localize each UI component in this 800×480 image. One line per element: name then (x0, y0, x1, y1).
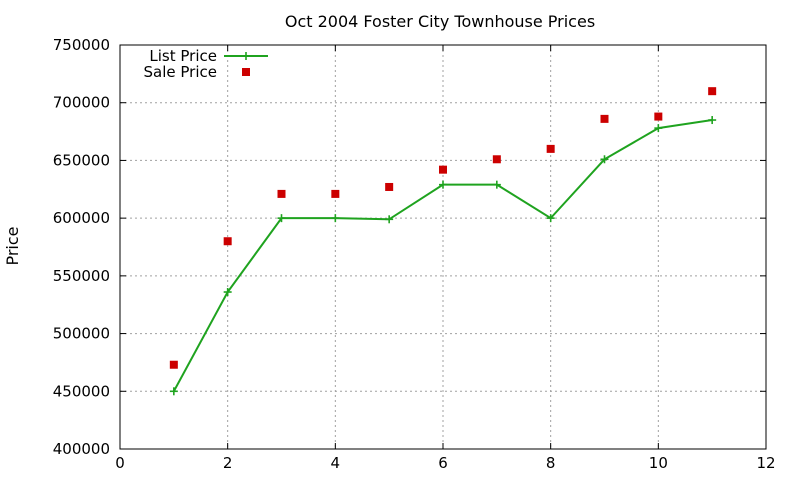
x-tick-label: 8 (546, 454, 556, 472)
data-point-sale-price (277, 189, 286, 198)
y-tick-label: 600000 (53, 209, 110, 227)
legend-swatch-sale-price (242, 68, 250, 76)
data-point-list-price (169, 387, 178, 396)
chart-title: Oct 2004 Foster City Townhouse Prices (285, 12, 595, 31)
data-point-sale-price (169, 360, 178, 369)
x-tick-label: 4 (331, 454, 341, 472)
y-tick-label: 400000 (53, 440, 110, 458)
grid (120, 45, 766, 449)
data-point-sale-price (385, 182, 394, 191)
data-point-list-price (654, 124, 663, 133)
data-point-sale-price (600, 114, 609, 123)
y-tick-label: 650000 (53, 151, 110, 169)
data-point-list-price (708, 116, 717, 125)
y-axis-label: Price (3, 226, 22, 265)
data-series (169, 87, 717, 396)
data-point-list-price (492, 180, 501, 189)
y-tick-label: 700000 (53, 94, 110, 112)
data-point-sale-price (546, 144, 555, 153)
data-point-sale-price (223, 237, 232, 246)
y-tick-label: 500000 (53, 325, 110, 343)
series-sale-price (169, 87, 717, 369)
x-tick-label: 10 (649, 454, 668, 472)
y-tick-label: 450000 (53, 382, 110, 400)
data-point-sale-price (654, 112, 663, 121)
data-point-list-price (331, 214, 340, 223)
x-tick-label: 0 (115, 454, 125, 472)
x-tick-label: 6 (438, 454, 448, 472)
legend-label-sale-price: Sale Price (144, 63, 217, 81)
data-point-list-price (439, 180, 447, 189)
axis-ticks: 0 2 4 6 8 10 12 400000 450000 500000 550000 600000 6… (53, 36, 776, 472)
data-point-sale-price (331, 189, 340, 198)
data-point-sale-price (439, 165, 447, 174)
x-tick-label: 2 (223, 454, 233, 472)
x-tick-label: 12 (756, 454, 775, 472)
data-point-list-price (546, 214, 555, 223)
y-tick-label: 750000 (53, 36, 110, 54)
legend-label-list-price: List Price (149, 47, 217, 65)
legend-marker-list-price (242, 52, 250, 60)
series-list-price (169, 116, 717, 396)
data-point-sale-price (708, 87, 717, 96)
y-tick-label: 550000 (53, 267, 110, 285)
data-point-list-price (223, 288, 232, 297)
data-point-sale-price (492, 155, 501, 164)
data-point-list-price (277, 214, 286, 223)
data-point-list-price (385, 215, 394, 224)
data-point-list-price (600, 155, 609, 164)
